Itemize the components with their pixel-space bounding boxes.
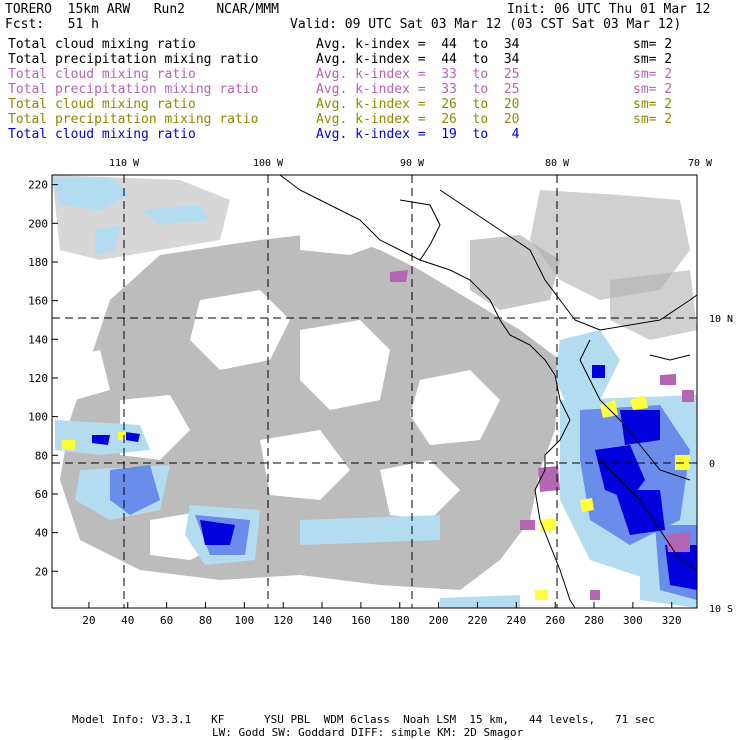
y-tick-label-100: 100: [28, 411, 48, 424]
legend-kindex-0: Avg. k-index = 44 to 34: [316, 37, 520, 52]
longitude-labels: 110 W 100 W 90 W 80 W 70 W: [109, 158, 713, 169]
map-fields: [52, 175, 697, 608]
plot-frame: [51, 174, 698, 609]
legend-smoothing-1: sm= 2: [633, 52, 673, 67]
x-tick-label-120: 120: [273, 614, 293, 627]
x-tick-label-220: 220: [468, 614, 488, 627]
x-tick-label-280: 280: [584, 614, 604, 627]
x-tick-label-80: 80: [199, 614, 212, 627]
lon-label-110w: 110 W: [109, 158, 140, 169]
x-tick-label-100: 100: [234, 614, 254, 627]
x-tick-label-160: 160: [351, 614, 371, 627]
legend-smoothing-2: sm= 2: [633, 67, 673, 82]
lat-lon-grid: [52, 175, 697, 608]
lon-label-70w: 70 W: [688, 158, 713, 169]
lat-label-10n: 10 N: [709, 314, 733, 325]
legend-kindex-3: Avg. k-index = 33 to 25: [316, 82, 520, 97]
legend-smoothing-5: sm= 2: [633, 112, 673, 127]
x-tick-label-240: 240: [506, 614, 526, 627]
x-tick-label-300: 300: [623, 614, 643, 627]
lon-label-80w: 80 W: [545, 158, 570, 169]
x-tick-label-320: 320: [662, 614, 682, 627]
legend-kindex-1: Avg. k-index = 44 to 34: [316, 52, 520, 67]
coastlines: [279, 175, 697, 608]
x-tick-label-200: 200: [429, 614, 449, 627]
y-tick-label-180: 180: [28, 256, 48, 269]
y-tick-label-220: 220: [28, 179, 48, 192]
valid-time: Valid: 09 UTC Sat 03 Mar 12 (03 CST Sat …: [290, 17, 682, 32]
y-tick-label-80: 80: [35, 449, 48, 462]
y-tick-label-120: 120: [28, 372, 48, 385]
lon-label-100w: 100 W: [253, 158, 284, 169]
lat-label-10s: 10 S: [709, 604, 733, 615]
latitude-labels: 10 N 0 10 S: [709, 314, 733, 615]
legend-field-1: Total precipitation mixing ratio: [8, 52, 259, 67]
y-tick-label-160: 160: [28, 295, 48, 308]
forecast-hour: Fcst: 51 h: [5, 17, 99, 32]
x-tick-label-260: 260: [545, 614, 565, 627]
x-axis: 20 40 60 80 100 120 140 160 180 200 220 240 260 280 30…: [82, 602, 682, 627]
x-tick-label-60: 60: [160, 614, 173, 627]
cloud-field-blue: [92, 365, 697, 590]
init-time: Init: 06 UTC Thu 01 Mar 12: [507, 2, 711, 17]
cloud-field-yellow: [62, 395, 690, 600]
y-tick-label-40: 40: [35, 527, 48, 540]
legend-field-4: Total cloud mixing ratio: [8, 97, 196, 112]
legend-kindex-4: Avg. k-index = 26 to 20: [316, 97, 520, 112]
legend-kindex-6: Avg. k-index = 19 to 4: [316, 127, 520, 142]
legend-smoothing-3: sm= 2: [633, 82, 673, 97]
legend-field-5: Total precipitation mixing ratio: [8, 112, 259, 127]
x-tick-label-180: 180: [390, 614, 410, 627]
legend-smoothing-0: sm= 2: [633, 37, 673, 52]
legend-kindex-2: Avg. k-index = 33 to 25: [316, 67, 520, 82]
x-tick-label-40: 40: [121, 614, 134, 627]
y-tick-label-140: 140: [28, 333, 48, 346]
y-tick-label-200: 200: [28, 217, 48, 230]
y-tick-label-20: 20: [35, 565, 48, 578]
legend-field-3: Total precipitation mixing ratio: [8, 82, 259, 97]
model-title: TORERO 15km ARW Run2 NCAR/MMM: [5, 2, 279, 17]
x-tick-label-140: 140: [312, 614, 332, 627]
legend-field-6: Total cloud mixing ratio: [8, 127, 196, 142]
legend-smoothing-4: sm= 2: [633, 97, 673, 112]
lat-label-0: 0: [709, 459, 715, 470]
legend-field-2: Total cloud mixing ratio: [8, 67, 196, 82]
physics-info: LW: Godd SW: Goddard DIFF: simple KM: 2D…: [212, 726, 524, 739]
legend-kindex-5: Avg. k-index = 26 to 20: [316, 112, 520, 127]
x-tick-label-20: 20: [82, 614, 95, 627]
y-axis: 20 40 60 80 100 120 140 160 180 200 220: [28, 179, 58, 578]
lon-label-90w: 90 W: [400, 158, 425, 169]
legend-field-0: Total cloud mixing ratio: [8, 37, 196, 52]
y-tick-label-60: 60: [35, 488, 48, 501]
model-info: Model Info: V3.3.1 KF YSU PBL WDM 6class…: [72, 713, 655, 726]
